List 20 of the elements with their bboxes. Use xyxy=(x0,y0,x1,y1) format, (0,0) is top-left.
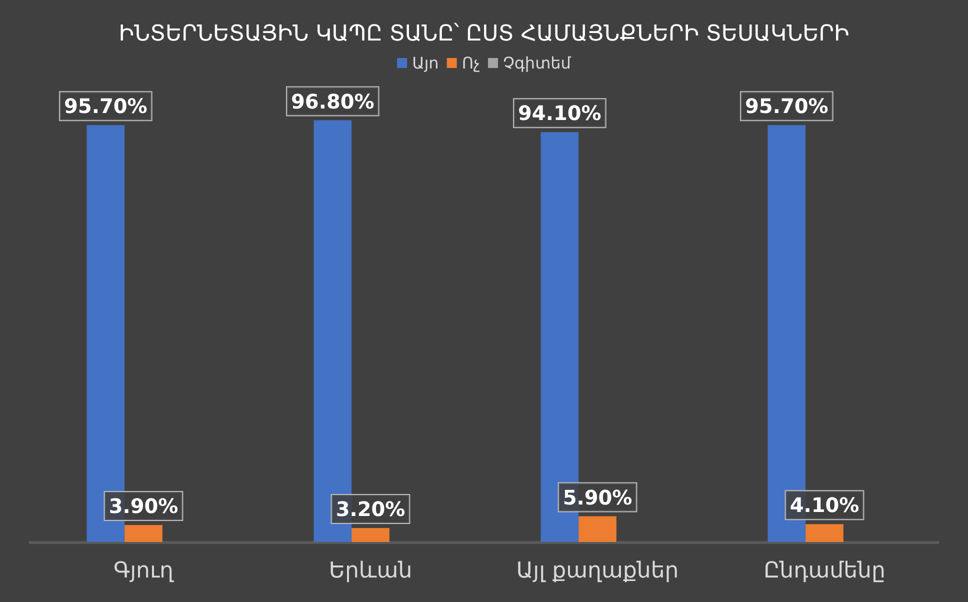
bar xyxy=(352,528,390,542)
data-label: 3.20% xyxy=(336,497,406,522)
legend-label: Չգիտեմ xyxy=(502,54,572,72)
chart-title: ԻՆՏԵՐՆԵՏԱՅԻՆ ԿԱՊԸ ՏԱՆԸ՝ ԸՍՏ ՀԱՄԱՅՆՔՆԵՐԻ ՏԵՍԱԿՆԵՐԻ xyxy=(118,22,850,46)
data-label: 94.10% xyxy=(518,101,602,126)
x-tick-label: Այլ քաղաքներ xyxy=(516,558,679,584)
data-label: 95.70% xyxy=(64,94,148,118)
bar xyxy=(578,516,616,542)
data-label: 96.80% xyxy=(291,89,374,114)
x-tick-label: Գյուղ xyxy=(113,558,175,584)
data-label: 3.90% xyxy=(108,494,178,518)
data-label: 95.70% xyxy=(745,94,828,118)
data-label: 5.90% xyxy=(562,485,632,510)
x-tick-label: Երևան xyxy=(328,558,412,584)
data-label: 4.10% xyxy=(790,493,860,518)
legend-label: Այո xyxy=(412,54,439,72)
bar xyxy=(806,524,844,542)
bar xyxy=(124,525,162,542)
legend-label: Ոչ xyxy=(462,54,480,72)
x-tick-label: Ընդամենը xyxy=(764,558,886,584)
